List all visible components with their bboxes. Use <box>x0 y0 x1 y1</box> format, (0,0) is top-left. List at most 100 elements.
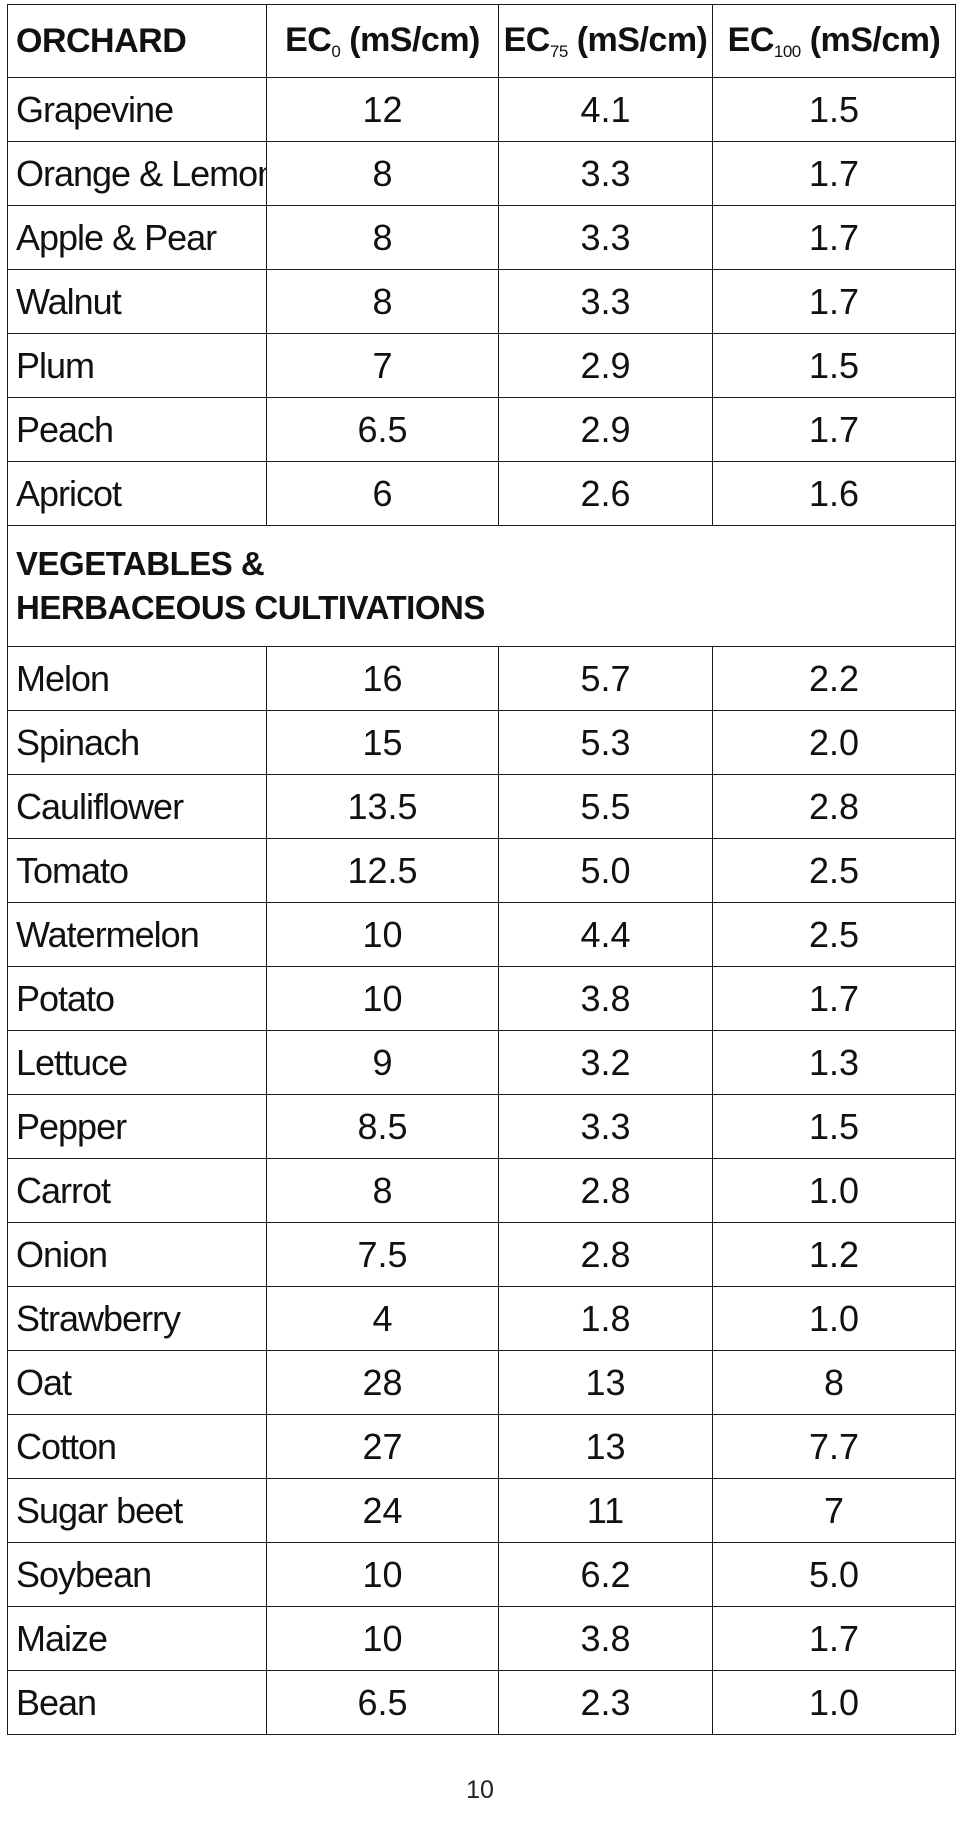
ec100-cell: 1.0 <box>712 1670 956 1735</box>
ec75-cell: 4.4 <box>498 902 713 967</box>
table-row: Cotton 27 13 7.7 <box>7 1414 956 1479</box>
ec75-cell: 2.8 <box>498 1222 713 1287</box>
ec75-cell: 2.3 <box>498 1670 713 1735</box>
ec75-cell: 11 <box>498 1478 713 1543</box>
section-title-line2: HERBACEOUS CULTIVATIONS <box>16 589 485 626</box>
ec0-cell: 8 <box>266 269 499 334</box>
ec75-cell: 5.7 <box>498 646 713 711</box>
ec75-cell: 13 <box>498 1350 713 1415</box>
ec0-cell: 6.5 <box>266 397 499 462</box>
ec100-cell: 1.5 <box>712 1094 956 1159</box>
table-row: Tomato 12.5 5.0 2.5 <box>7 838 956 903</box>
ec100-cell: 1.2 <box>712 1222 956 1287</box>
section-heading: VEGETABLES & HERBACEOUS CULTIVATIONS <box>7 525 956 647</box>
table-row: Melon 16 5.7 2.2 <box>7 646 956 711</box>
table-row: Walnut 8 3.3 1.7 <box>7 269 956 334</box>
table-row: Bean 6.5 2.3 1.0 <box>7 1670 956 1735</box>
ec75-cell: 5.5 <box>498 774 713 839</box>
table-row: Plum 7 2.9 1.5 <box>7 333 956 398</box>
table-row: Watermelon 10 4.4 2.5 <box>7 902 956 967</box>
ec100-cell: 1.7 <box>712 269 956 334</box>
ec0-cell: 10 <box>266 1542 499 1607</box>
header-ec75: EC75 (mS/cm) <box>498 4 713 78</box>
table-row: Carrot 8 2.8 1.0 <box>7 1158 956 1223</box>
ec0-cell: 16 <box>266 646 499 711</box>
ec0-cell: 7 <box>266 333 499 398</box>
header-orchard: ORCHARD <box>7 4 267 78</box>
ec100-cell: 7 <box>712 1478 956 1543</box>
crop-name-cell: Lettuce <box>7 1030 267 1095</box>
crop-name-cell: Maize <box>7 1606 267 1671</box>
crop-name-cell: Melon <box>7 646 267 711</box>
header-ec75-unit: (mS/cm) <box>567 20 708 59</box>
header-ec75-sub: 75 <box>549 41 568 61</box>
crop-name-cell: Grapevine <box>7 77 267 142</box>
ec75-cell: 3.2 <box>498 1030 713 1095</box>
table-row: Grapevine 12 4.1 1.5 <box>7 77 956 142</box>
ec100-cell: 7.7 <box>712 1414 956 1479</box>
ec0-cell: 10 <box>266 1606 499 1671</box>
ec0-cell: 15 <box>266 710 499 775</box>
crop-name-cell: Spinach <box>7 710 267 775</box>
ec75-cell: 2.6 <box>498 461 713 526</box>
header-ec100-unit: (mS/cm) <box>800 20 941 59</box>
ec100-cell: 1.7 <box>712 205 956 270</box>
ec-tolerance-table: ORCHARD EC0 (mS/cm) EC75 (mS/cm) EC100 (… <box>7 4 956 1735</box>
ec0-cell: 28 <box>266 1350 499 1415</box>
ec100-cell: 1.7 <box>712 966 956 1031</box>
header-ec0-unit: (mS/cm) <box>340 20 480 59</box>
crop-name-cell: Peach <box>7 397 267 462</box>
ec75-cell: 13 <box>498 1414 713 1479</box>
orchard-rows: Grapevine 12 4.1 1.5 Orange & Lemon 8 3.3 1.7 Ap… <box>7 77 956 526</box>
table-row: Onion 7.5 2.8 1.2 <box>7 1222 956 1287</box>
crop-name-cell: Tomato <box>7 838 267 903</box>
ec0-cell: 4 <box>266 1286 499 1351</box>
section-title-line1: VEGETABLES & <box>16 545 265 582</box>
table-row: Soybean 10 6.2 5.0 <box>7 1542 956 1607</box>
ec75-cell: 2.9 <box>498 333 713 398</box>
table-row: Lettuce 9 3.2 1.3 <box>7 1030 956 1095</box>
table-row: Potato 10 3.8 1.7 <box>7 966 956 1031</box>
crop-name-cell: Bean <box>7 1670 267 1735</box>
crop-name-cell: Watermelon <box>7 902 267 967</box>
header-ec75-base: EC <box>503 20 551 59</box>
table-row: Apricot 6 2.6 1.6 <box>7 461 956 526</box>
table-header-row: ORCHARD EC0 (mS/cm) EC75 (mS/cm) EC100 (… <box>7 4 956 78</box>
ec0-cell: 27 <box>266 1414 499 1479</box>
ec75-cell: 5.3 <box>498 710 713 775</box>
crop-name-cell: Carrot <box>7 1158 267 1223</box>
crop-name-cell: Pepper <box>7 1094 267 1159</box>
ec0-cell: 24 <box>266 1478 499 1543</box>
ec75-cell: 3.3 <box>498 141 713 206</box>
ec75-cell: 2.9 <box>498 397 713 462</box>
ec100-cell: 2.2 <box>712 646 956 711</box>
ec0-cell: 8 <box>266 141 499 206</box>
ec75-cell: 3.8 <box>498 1606 713 1671</box>
ec0-cell: 9 <box>266 1030 499 1095</box>
ec100-cell: 1.3 <box>712 1030 956 1095</box>
ec75-cell: 2.8 <box>498 1158 713 1223</box>
ec0-cell: 6 <box>266 461 499 526</box>
header-ec100-base: EC <box>727 20 775 59</box>
ec100-cell: 1.5 <box>712 77 956 142</box>
table-row: Maize 10 3.8 1.7 <box>7 1606 956 1671</box>
crop-name-cell: Cotton <box>7 1414 267 1479</box>
ec0-cell: 10 <box>266 902 499 967</box>
table-row: Strawberry 4 1.8 1.0 <box>7 1286 956 1351</box>
ec0-cell: 8 <box>266 1158 499 1223</box>
ec100-cell: 1.6 <box>712 461 956 526</box>
ec0-cell: 8.5 <box>266 1094 499 1159</box>
ec100-cell: 2.5 <box>712 838 956 903</box>
crop-name-cell: Sugar beet <box>7 1478 267 1543</box>
ec100-cell: 1.5 <box>712 333 956 398</box>
header-ec0: EC0 (mS/cm) <box>266 4 499 78</box>
crop-name-cell: Oat <box>7 1350 267 1415</box>
ec100-cell: 1.7 <box>712 1606 956 1671</box>
ec100-cell: 5.0 <box>712 1542 956 1607</box>
table-row: Spinach 15 5.3 2.0 <box>7 710 956 775</box>
ec75-cell: 1.8 <box>498 1286 713 1351</box>
crop-name-cell: Soybean <box>7 1542 267 1607</box>
crop-name-cell: Onion <box>7 1222 267 1287</box>
crop-name-cell: Cauliflower <box>7 774 267 839</box>
ec100-cell: 1.0 <box>712 1158 956 1223</box>
